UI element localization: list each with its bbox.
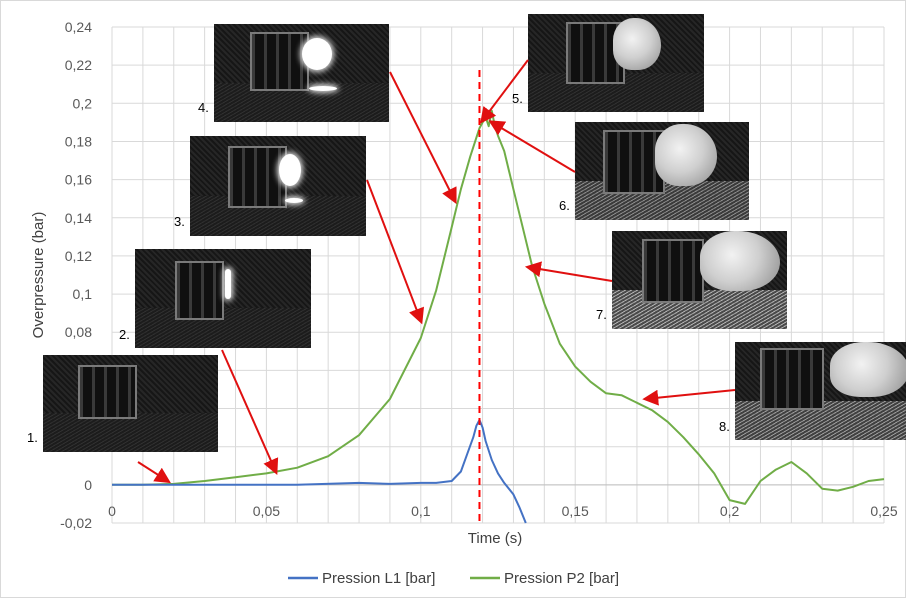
legend: Pression L1 [bar] Pression P2 [bar]: [288, 570, 619, 587]
y-tick-label: 0,24: [65, 19, 92, 35]
x-tick-label: 0,15: [562, 503, 589, 519]
y-tick-label: 0,12: [65, 248, 92, 264]
y-tick-label: 0,16: [65, 172, 92, 188]
x-axis-title: Time (s): [468, 530, 522, 547]
frame-3-label: 3.: [174, 214, 185, 229]
y-tick-label: 0,1: [73, 286, 93, 302]
y-tick-label: 0,22: [65, 57, 92, 73]
frame-6-image: [575, 122, 749, 220]
legend-label-l1: Pression L1 [bar]: [322, 570, 435, 587]
frame-5-label: 5.: [512, 91, 523, 106]
y-tick-labels: -0,02 0 0,08 0,1 0,12 0,14 0,16 0,18 0,2 0,22 0,24: [60, 19, 92, 531]
frame-5-image: [528, 14, 704, 112]
x-tick-label: 0,05: [253, 503, 280, 519]
frame-7-image: [612, 231, 787, 329]
y-tick-label: 0,14: [65, 210, 92, 226]
frame-2-image: [135, 249, 311, 348]
y-tick-label: 0: [84, 477, 92, 493]
x-tick-label: 0: [108, 503, 116, 519]
x-tick-label: 0,25: [870, 503, 897, 519]
frame-4-image: [214, 24, 389, 122]
frame-4-label: 4.: [198, 100, 209, 115]
legend-label-p2: Pression P2 [bar]: [504, 570, 619, 587]
series-lines: [112, 109, 885, 524]
y-tick-label: 0,08: [65, 324, 92, 340]
x-tick-label: 0,1: [411, 503, 431, 519]
frame-3-image: [190, 136, 366, 236]
series-line-p2: [112, 109, 885, 505]
x-tick-labels: 0 0,05 0,1 0,15 0,2 0,25: [108, 503, 898, 519]
y-tick-label: 0,18: [65, 133, 92, 149]
series-line-l1: [112, 419, 527, 524]
frame-6-label: 6.: [559, 198, 570, 213]
y-tick-label: 0,2: [73, 95, 93, 111]
x-tick-label: 0,2: [720, 503, 740, 519]
y-axis-title: Overpressure (bar): [30, 212, 47, 339]
frame-8-image: [735, 342, 906, 440]
frame-8-label: 8.: [719, 419, 730, 434]
frame-2-label: 2.: [119, 327, 130, 342]
frame-7-label: 7.: [596, 307, 607, 322]
frame-1-image: [43, 355, 218, 452]
frame-1-label: 1.: [27, 430, 38, 445]
y-tick-label: -0,02: [60, 515, 92, 531]
